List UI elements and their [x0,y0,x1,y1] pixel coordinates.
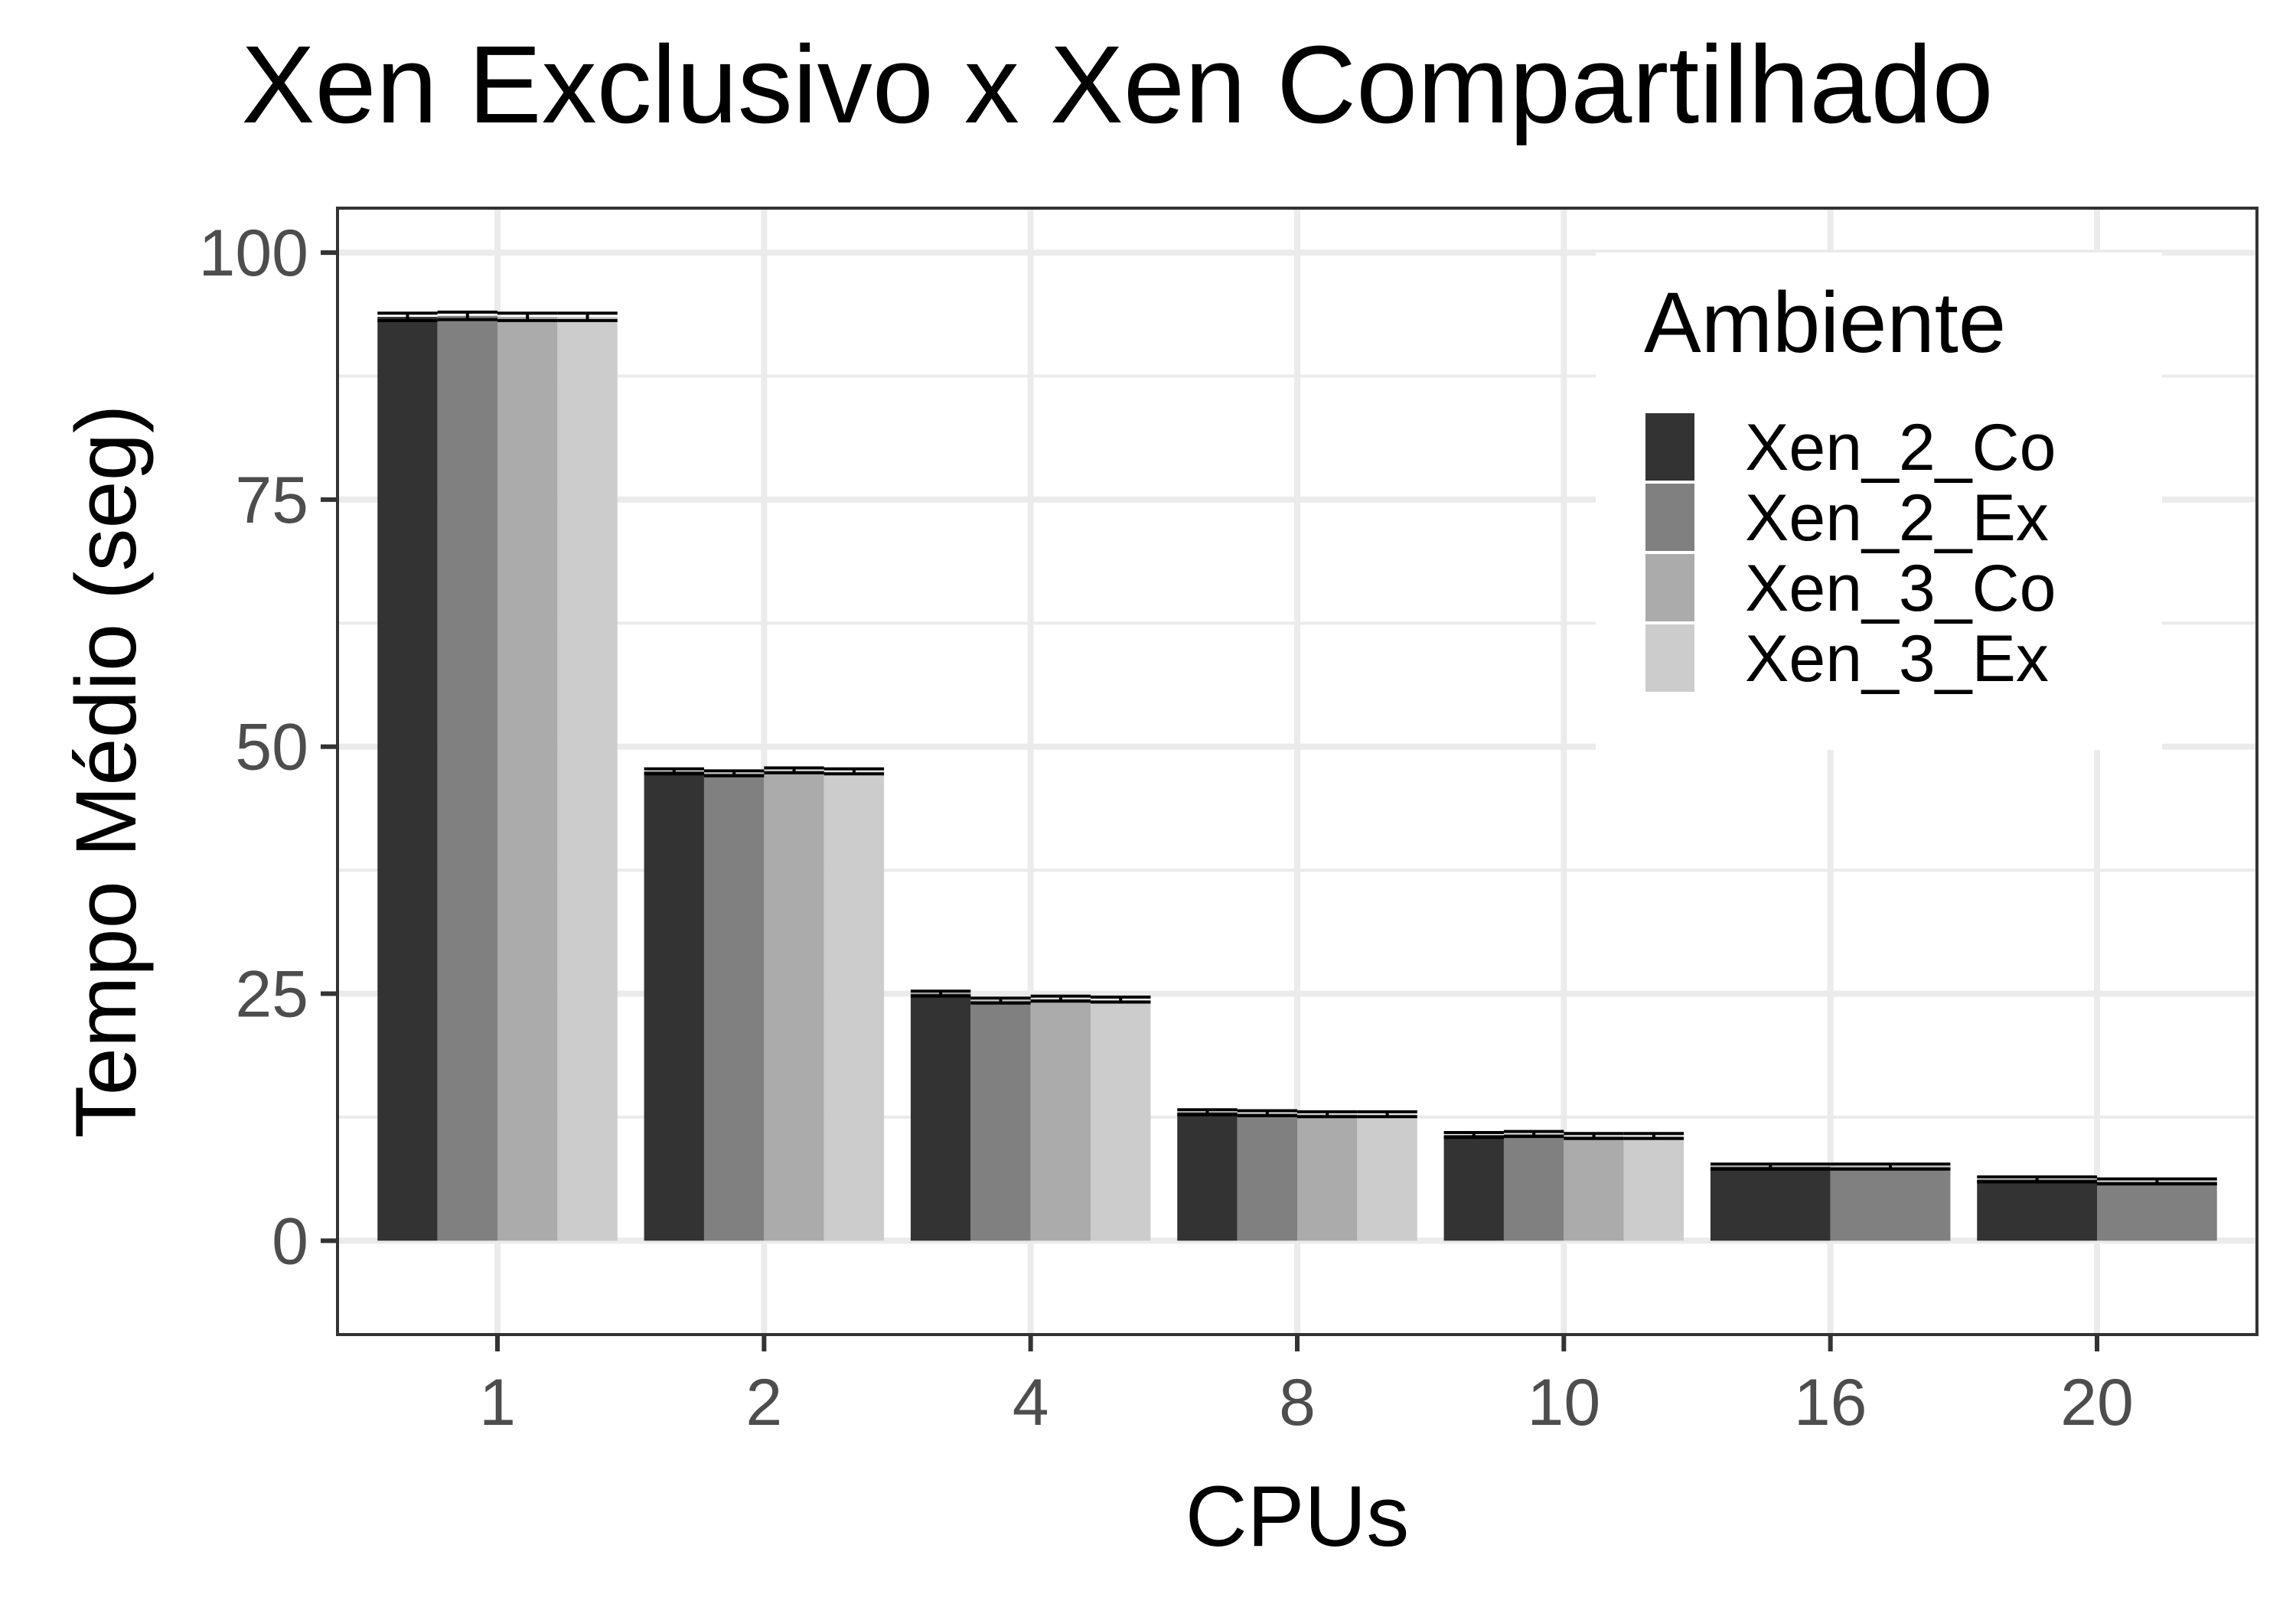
x-tick-label: 1 [479,1366,516,1439]
bar-xen-2-ex-cpu-2 [703,773,765,1241]
error-bar [1623,1132,1684,1140]
error-bar [557,311,618,322]
x-axis-title: CPUs [1186,1468,1409,1564]
error-bar [1710,1162,1831,1171]
error-bar [1297,1110,1358,1119]
x-tick-label: 10 [1527,1366,1600,1439]
error-bar [703,769,765,777]
chart-title: Xen Exclusivo x Xen Compartilhado [241,23,1993,146]
error-bar [644,767,704,776]
y-axis-title: Tempo Médio (seg) [58,405,154,1139]
x-tick-label: 20 [2060,1366,2134,1439]
x-tick-label: 16 [1794,1366,1867,1439]
bars [377,315,2217,1241]
bar-xen-2-co-cpu-4 [910,993,971,1241]
bar-xen-2-ex-cpu-1 [437,315,497,1241]
bar-xen-2-co-cpu-20 [1977,1179,2097,1241]
bar-xen-3-co-cpu-4 [1030,998,1091,1241]
y-axis: 0 25 50 75 100 [199,217,338,1278]
error-bar [970,996,1031,1005]
bar-xen-3-co-cpu-1 [497,317,558,1241]
bar-xen-3-ex-cpu-10 [1623,1136,1684,1241]
bar-xen-3-ex-cpu-1 [557,317,618,1241]
bar-xen-2-co-cpu-8 [1177,1112,1238,1241]
error-bar [910,989,971,998]
error-bar [823,767,885,776]
legend-key-xen-3-co [1642,551,1698,624]
error-bar [1237,1109,1297,1117]
error-bar [1091,996,1151,1004]
legend-label: Xen_3_Ex [1745,622,2049,696]
bar-xen-3-ex-cpu-8 [1357,1114,1417,1241]
legend-label: Xen_2_Ex [1745,481,2049,555]
error-bar [1503,1129,1564,1139]
error-bar [1443,1130,1504,1139]
error-bar [437,310,497,321]
x-tick-label: 8 [1279,1366,1316,1439]
error-bar [764,766,824,774]
bar-xen-2-ex-cpu-20 [2097,1181,2217,1241]
error-bar [1564,1132,1624,1140]
legend-key-xen-2-co [1642,410,1698,484]
x-tick-label: 4 [1013,1366,1049,1439]
y-tick-label: 100 [199,217,309,290]
bar-xen-2-ex-cpu-10 [1503,1133,1564,1241]
error-bar [1977,1175,2097,1184]
bar-xen-3-ex-cpu-4 [1091,999,1151,1241]
bar-xen-2-co-cpu-2 [644,771,704,1241]
error-bar [377,311,438,322]
y-tick-label: 25 [235,958,308,1032]
bar-xen-2-co-cpu-1 [377,317,438,1241]
error-bar [497,311,558,322]
error-bar [2097,1177,2217,1186]
error-bar [1177,1108,1238,1116]
x-tick-label: 2 [745,1366,782,1439]
error-bars [377,310,2217,1186]
bar-xen-3-co-cpu-8 [1297,1114,1358,1241]
bar-xen-2-ex-cpu-4 [970,1000,1031,1241]
legend-key-xen-2-ex [1642,481,1698,554]
bar-xen-2-co-cpu-10 [1443,1135,1504,1241]
plot-panel: Ambiente Xen_2_CoXen_2_ExXen_3_CoXen_3_E… [336,207,2258,1336]
error-bar [1830,1162,1951,1171]
legend-title: Ambiente [1644,275,2006,370]
legend-label: Xen_3_Co [1745,552,2056,625]
y-tick-label: 50 [235,711,308,784]
bar-xen-3-co-cpu-2 [764,770,824,1241]
x-axis: 1 2 4 8 10 16 20 [479,1335,2134,1439]
legend-label: Xen_2_Co [1745,411,2056,484]
y-tick-label: 75 [235,464,308,537]
bar-xen-3-co-cpu-10 [1564,1136,1624,1241]
bar-xen-2-co-cpu-16 [1710,1166,1831,1241]
bar-xen-2-ex-cpu-8 [1237,1113,1297,1241]
error-bar [1030,994,1091,1003]
bar-xen-2-ex-cpu-16 [1830,1166,1951,1241]
error-bar [1357,1110,1417,1119]
bar-xen-3-ex-cpu-2 [823,771,885,1241]
y-tick-label: 0 [272,1204,308,1278]
legend: Ambiente Xen_2_CoXen_2_ExXen_3_CoXen_3_E… [1596,253,2162,750]
legend-key-xen-3-ex [1642,621,1698,695]
